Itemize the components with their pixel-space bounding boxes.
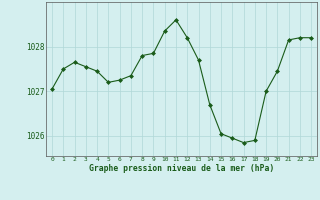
X-axis label: Graphe pression niveau de la mer (hPa): Graphe pression niveau de la mer (hPa) xyxy=(89,164,274,173)
